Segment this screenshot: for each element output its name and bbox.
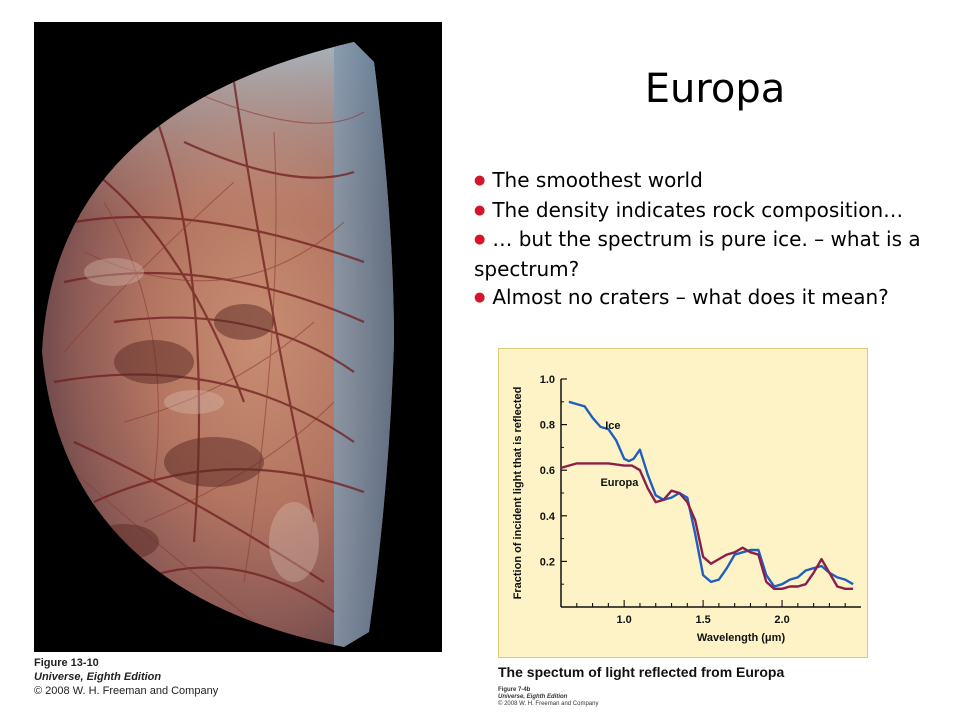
x-tick-label: 1.5 bbox=[695, 614, 710, 626]
bullet-text: Almost no craters – what does it mean? bbox=[492, 285, 889, 309]
y-tick-label: 1.0 bbox=[540, 374, 555, 386]
bullet-item: ● Almost no craters – what does it mean? bbox=[474, 283, 944, 313]
y-tick-label: 0.2 bbox=[540, 556, 555, 568]
x-tick-label: 2.0 bbox=[774, 614, 789, 626]
bullet-item: ● The smoothest world bbox=[474, 166, 944, 196]
europa-photo bbox=[34, 22, 442, 652]
spectrum-chart: 0.2 0.4 0.6 0.8 1.0 1.0 1.5 2.0 Wavelength (μm) F… bbox=[512, 374, 861, 644]
x-axis-title: Wavelength (μm) bbox=[697, 632, 786, 644]
chart-caption: The spectum of light reflected from Euro… bbox=[498, 664, 785, 680]
europa-image bbox=[34, 22, 442, 652]
photo-figure-number: Figure 13-10 bbox=[34, 657, 99, 669]
chart-book-title: Universe, Eighth Edition bbox=[498, 694, 568, 700]
slide-title: Europa bbox=[644, 66, 786, 112]
bullet-list: ● The smoothest world ● The density indica… bbox=[474, 166, 944, 313]
bullet-dot-icon: ● bbox=[474, 202, 486, 218]
series-line-europa bbox=[560, 462, 854, 591]
photo-copyright: © 2008 W. H. Freeman and Company bbox=[34, 685, 219, 697]
chart-copyright: © 2008 W. H. Freeman and Company bbox=[498, 701, 599, 707]
photo-book-title: Universe, Eighth Edition bbox=[34, 671, 162, 683]
chart-figure-number: Figure 7-4b bbox=[498, 687, 531, 693]
spectrum-chart-panel: 0.2 0.4 0.6 0.8 1.0 1.0 1.5 2.0 Wavelength (μm) F… bbox=[498, 348, 868, 658]
bullet-dot-icon: ● bbox=[474, 173, 486, 188]
bullet-dot-icon: ● bbox=[474, 290, 486, 305]
bullet-item: ●… but the spectrum is pure ice. – what … bbox=[474, 225, 944, 283]
series-line-ice bbox=[568, 400, 854, 588]
y-tick-label: 0.8 bbox=[540, 420, 555, 432]
series-label-europa: Europa bbox=[600, 477, 639, 489]
series-label-ice: Ice bbox=[605, 420, 620, 432]
x-tick-label: 1.0 bbox=[617, 614, 632, 626]
y-tick-label: 0.4 bbox=[540, 511, 556, 523]
bullet-text: The density indicates rock composition… bbox=[492, 197, 904, 222]
bullet-text: The smoothest world bbox=[492, 168, 703, 192]
photo-caption: Figure 13-10 Universe, Eighth Edition © … bbox=[34, 656, 454, 698]
y-axis-title: Fraction of incident light that is refle… bbox=[512, 387, 524, 600]
chart-credit: Figure 7-4b Universe, Eighth Edition © 2… bbox=[498, 687, 698, 708]
bullet-item: ● The density indicates rock composition… bbox=[474, 196, 944, 226]
bullet-text: … but the spectrum is pure ice. – what i… bbox=[474, 227, 921, 281]
bullet-dot-icon: ● bbox=[474, 232, 486, 247]
y-tick-label: 0.6 bbox=[540, 465, 555, 477]
